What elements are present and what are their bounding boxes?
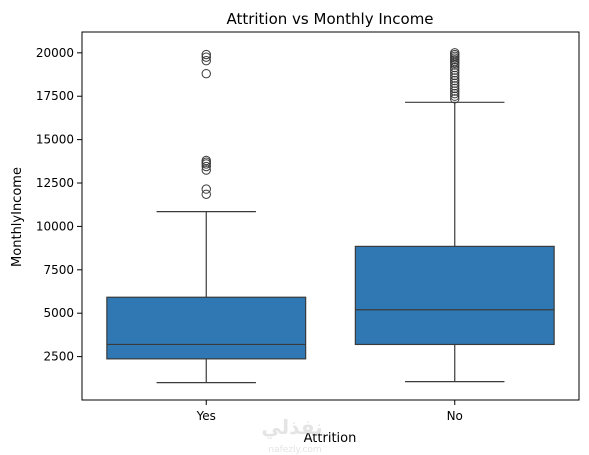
x-tick-label: No	[447, 409, 463, 423]
chart-title: Attrition vs Monthly Income	[226, 10, 433, 28]
boxes-group	[106, 48, 555, 384]
iqr-box	[106, 296, 307, 360]
outlier-point	[450, 78, 460, 88]
outlier-point	[450, 70, 460, 81]
y-tick-label: 17500	[36, 89, 74, 103]
watermark-logo: نفذلي nafezly.com	[261, 415, 322, 455]
outlier-point	[201, 184, 211, 194]
plot-area	[81, 31, 580, 401]
outlier-point	[450, 48, 460, 58]
outlier-point	[201, 165, 211, 175]
box-no	[354, 48, 555, 383]
outlier-point	[201, 155, 211, 166]
x-tick-label: Yes	[196, 409, 216, 423]
outlier-point	[201, 55, 211, 66]
outlier-point	[201, 189, 211, 200]
watermark-subtext: nafezly.com	[268, 445, 321, 455]
outlier-point	[201, 68, 211, 79]
y-tick-label: 12500	[36, 176, 74, 190]
y-axis: 2500 5000 7500 10000 12500 15000 17500 20000	[36, 46, 82, 364]
box-yes	[106, 49, 307, 384]
iqr-box	[354, 245, 555, 346]
y-axis-label: MonthlyIncome	[10, 167, 25, 267]
outlier-point	[450, 86, 460, 96]
x-axis: Yes No	[196, 400, 463, 423]
outlier-point	[201, 49, 211, 60]
x-axis-label: Attrition	[304, 431, 357, 446]
outlier-point	[201, 161, 211, 172]
outlier-point	[450, 91, 460, 101]
y-tick-label: 10000	[36, 219, 74, 233]
y-tick-label: 5000	[43, 306, 74, 320]
outlier-point	[450, 83, 460, 94]
outlier-point	[450, 94, 460, 104]
outlier-point	[450, 88, 460, 99]
y-tick-label: 2500	[43, 350, 74, 364]
outlier-point	[450, 62, 460, 73]
y-tick-label: 20000	[36, 46, 74, 60]
outlier-point	[450, 73, 460, 83]
outlier-point	[450, 68, 460, 78]
watermark-text: نفذلي	[261, 415, 322, 440]
outlier-point	[450, 75, 460, 86]
y-tick-label: 15000	[36, 133, 74, 147]
y-tick-label: 7500	[43, 263, 74, 277]
outlier-point	[450, 81, 460, 91]
outlier-point	[201, 52, 211, 62]
